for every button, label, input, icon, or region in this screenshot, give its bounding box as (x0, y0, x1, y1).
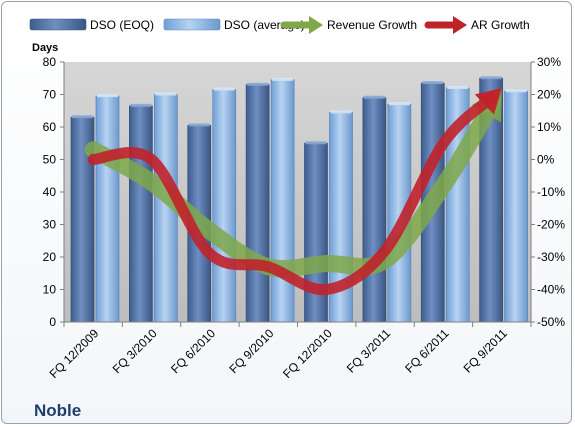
y-tick-label-right: 20% (537, 88, 561, 102)
legend: DSO (EOQ) DSO (average) Revenue Growth A… (29, 16, 530, 34)
legend-label-dso-eoq: DSO (EOQ) (90, 18, 154, 32)
bar-cap-dso-average (272, 77, 294, 81)
bar-cap-dso-eoq (363, 95, 385, 99)
bar-cap-dso-eoq (130, 103, 152, 107)
legend-label-ar-growth: AR Growth (471, 18, 530, 32)
x-tick-label: FQ 12/2009 (47, 326, 102, 381)
bar-cap-dso-average (330, 110, 352, 114)
legend-item-revenue-growth[interactable]: Revenue Growth (280, 16, 417, 34)
y-tick-label-right: -10% (537, 185, 565, 199)
bar-dso-average (212, 89, 237, 323)
y-tick-label-right: -20% (537, 218, 565, 232)
legend-item-dso-eoq[interactable]: DSO (EOQ) (29, 18, 154, 32)
bar-dso-average (504, 90, 528, 323)
company-label: Noble (34, 401, 81, 420)
bar-dso-eoq (362, 97, 387, 323)
growth-line-revenue-growth (84, 94, 502, 278)
legend-arrowhead-revenue-growth (309, 16, 323, 34)
bar-dso-eoq (245, 84, 270, 323)
y-tick-label-right: 10% (537, 120, 561, 134)
legend-item-ar-growth[interactable]: AR Growth (424, 16, 530, 34)
growth-arrowhead-ar-growth (474, 88, 502, 115)
y-tick-label-left: 80 (43, 55, 57, 69)
bar-dso-average (95, 95, 120, 323)
bar-cap-dso-average (447, 86, 469, 89)
y-tick-label-left: 50 (43, 153, 57, 167)
y-axis-title: Days (32, 42, 58, 54)
bar-cap-dso-average (97, 94, 118, 98)
bar-cap-dso-average (155, 92, 177, 96)
y-tick-label-right: 0% (537, 153, 555, 167)
x-tick-label: FQ 9/2010 (226, 326, 276, 376)
legend-swatch-dso-average (163, 18, 221, 31)
bar-cap-dso-average (388, 102, 410, 106)
bar-cap-dso-average (505, 89, 527, 93)
bar-cap-dso-eoq (305, 141, 327, 145)
y-tick-label-left: 40 (43, 185, 57, 199)
legend-swatch-dso-eoq (29, 18, 87, 31)
x-tick-label: FQ 12/2010 (280, 326, 335, 381)
y-tick-label-left: 30 (43, 218, 57, 232)
bar-cap-dso-eoq (188, 123, 210, 127)
y-tick-label-right: -40% (537, 283, 565, 297)
legend-label-revenue-growth: Revenue Growth (327, 18, 417, 32)
y-tick-label-left: 10 (43, 283, 57, 297)
y-tick-label-left: 70 (43, 88, 57, 102)
bar-dso-eoq (129, 105, 153, 323)
growth-line-ar-growth (87, 92, 497, 296)
y-tick-label-left: 20 (43, 250, 57, 264)
bar-dso-average (270, 79, 295, 323)
y-tick-label-left: 60 (43, 120, 57, 134)
bar-cap-dso-average (213, 87, 235, 91)
y-tick-label-right: -30% (537, 250, 565, 264)
bar-cap-dso-eoq (247, 82, 269, 86)
x-tick-label: FQ 3/2010 (110, 326, 160, 376)
bar-cap-dso-eoq (72, 115, 93, 119)
y-tick-label-right: 30% (537, 55, 561, 69)
x-tick-label: FQ 6/2010 (168, 326, 218, 376)
growth-arrow-layer (84, 88, 502, 296)
y-tick-label-right: -50% (537, 315, 565, 329)
bar-cap-dso-eoq (480, 76, 502, 80)
legend-arrowhead-ar-growth (453, 16, 467, 34)
bar-cap-dso-eoq (422, 81, 444, 85)
x-tick-label: FQ 3/2011 (344, 326, 394, 376)
x-tick-label: FQ 6/2011 (402, 326, 452, 376)
y-tick-label-left: 0 (49, 315, 56, 329)
x-tick-label: FQ 9/2011 (461, 326, 511, 376)
